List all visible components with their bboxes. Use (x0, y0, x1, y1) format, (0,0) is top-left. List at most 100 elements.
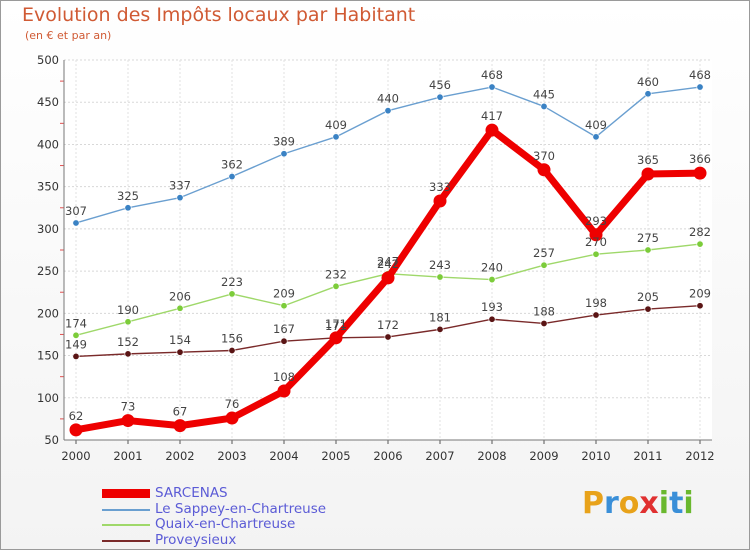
data-point (280, 302, 288, 310)
x-tick-label: 2004 (269, 449, 298, 463)
legend-swatch (102, 508, 150, 511)
data-point (384, 333, 392, 341)
legend-label: Le Sappey-en-Chartreuse (155, 500, 327, 517)
chart-subtitle: (en € et par an) (25, 29, 112, 42)
x-tick-label: 2011 (633, 449, 662, 463)
data-label: 456 (429, 78, 451, 92)
y-tick-label: 400 (37, 137, 59, 151)
logo-letter: P (582, 486, 604, 521)
data-label: 337 (169, 179, 191, 193)
data-point (228, 173, 236, 181)
data-point (176, 194, 184, 202)
data-label: 468 (689, 68, 711, 82)
data-point (693, 166, 707, 180)
data-point (641, 167, 655, 181)
data-label: 247 (377, 255, 399, 269)
x-tick-label: 2003 (217, 449, 246, 463)
x-tick-label: 2007 (425, 449, 454, 463)
data-label: 293 (585, 214, 607, 228)
data-label: 167 (273, 322, 295, 336)
data-label: 325 (117, 189, 139, 203)
data-label: 409 (585, 118, 607, 132)
data-point (228, 290, 236, 298)
logo-letter: i (658, 486, 670, 521)
y-tick-label: 300 (37, 222, 59, 236)
data-point (228, 346, 236, 354)
data-point (280, 150, 288, 158)
data-point (384, 107, 392, 115)
logo-letter: r (604, 486, 619, 521)
data-point (72, 219, 80, 227)
x-tick-label: 2001 (113, 449, 142, 463)
data-label: 223 (221, 275, 243, 289)
data-point (436, 273, 444, 281)
y-tick-label: 100 (37, 391, 59, 405)
logo-letter: o (618, 486, 640, 521)
y-tick-label: 50 (44, 433, 59, 447)
data-label: 172 (377, 318, 399, 332)
data-label: 190 (117, 303, 139, 317)
y-tick-label: 350 (37, 180, 59, 194)
data-point (696, 240, 704, 248)
data-point (72, 352, 80, 360)
y-tick-label: 500 (37, 53, 59, 67)
y-tick-label: 200 (37, 306, 59, 320)
data-label: 445 (533, 87, 555, 101)
data-label: 440 (377, 92, 399, 106)
data-label: 188 (533, 304, 555, 318)
data-label: 232 (325, 267, 347, 281)
data-point (176, 304, 184, 312)
y-tick-label: 150 (37, 349, 59, 363)
legend-label: Proveysieux (155, 531, 237, 548)
data-label: 370 (533, 149, 555, 163)
proxiti-logo: Proxiti (582, 486, 694, 521)
data-label: 275 (637, 231, 659, 245)
data-label: 76 (225, 397, 240, 411)
x-tick-label: 2002 (165, 449, 194, 463)
y-tick-label: 450 (37, 95, 59, 109)
data-label: 365 (637, 153, 659, 167)
data-point (488, 83, 496, 91)
logo-letter: t (669, 486, 684, 521)
data-label: 209 (273, 287, 295, 301)
data-point (381, 271, 395, 285)
data-point (277, 384, 291, 398)
data-label: 152 (117, 335, 139, 349)
data-label: 149 (65, 337, 87, 351)
data-point (124, 204, 132, 212)
y-tick-label: 250 (37, 264, 59, 278)
x-tick-label: 2008 (477, 449, 506, 463)
data-label: 154 (169, 333, 191, 347)
data-point (540, 261, 548, 269)
data-label: 366 (689, 152, 711, 166)
data-point (332, 282, 340, 290)
data-label: 171 (325, 317, 347, 331)
data-label: 198 (585, 296, 607, 310)
data-point (280, 337, 288, 345)
data-label: 67 (173, 405, 188, 419)
data-label: 174 (65, 316, 87, 330)
data-point (121, 414, 135, 428)
data-point (644, 246, 652, 254)
data-label: 171 (325, 319, 347, 333)
data-label: 389 (273, 135, 295, 149)
chart-title: Evolution des Impôts locaux par Habitant (22, 4, 416, 26)
logo-letter: i (683, 486, 694, 521)
data-label: 181 (429, 310, 451, 324)
data-point (540, 319, 548, 327)
data-point (488, 276, 496, 284)
data-point (173, 419, 187, 433)
data-point (124, 350, 132, 358)
data-point (69, 423, 83, 437)
data-point (176, 348, 184, 356)
x-tick-label: 2006 (373, 449, 402, 463)
data-label: 333 (429, 180, 451, 194)
data-label: 209 (689, 287, 711, 301)
data-label: 242 (377, 257, 399, 271)
data-point (592, 311, 600, 319)
x-tick-label: 2010 (581, 449, 610, 463)
legend-swatch (102, 524, 150, 526)
data-label: 417 (481, 109, 503, 123)
legend-label: Quaix-en-Chartreuse (155, 516, 296, 532)
